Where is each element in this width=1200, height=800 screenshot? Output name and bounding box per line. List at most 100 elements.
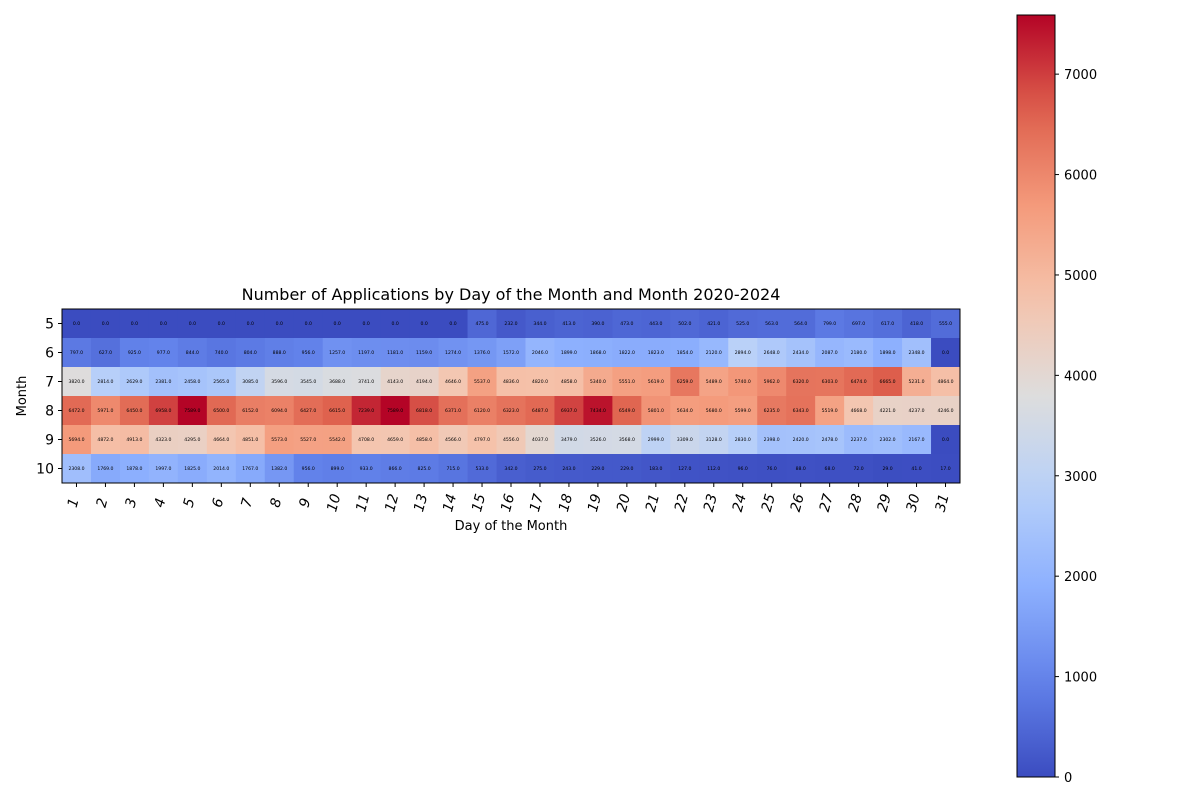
cell-value-label: 804.0 [244, 350, 257, 356]
cell-value-label: 3085.0 [242, 379, 258, 385]
cell-value-label: 5537.0 [474, 379, 490, 385]
heatmap-cell [670, 309, 700, 339]
cell-value-label: 4858.0 [561, 379, 577, 385]
x-tick-label: 14 [440, 492, 460, 513]
cell-value-label: 96.0 [738, 466, 748, 472]
heatmap-cell [62, 309, 92, 339]
heatmap-cell [409, 367, 439, 397]
cell-value-label: 6615.0 [329, 408, 345, 414]
cell-value-label: 0.0 [131, 321, 138, 327]
x-tick-label: 6 [210, 497, 228, 510]
cell-value-label: 956.0 [302, 466, 315, 472]
x-tick-label: 2 [94, 497, 112, 510]
cell-value-label: 799.0 [823, 321, 836, 327]
x-tick-label: 30 [904, 492, 924, 513]
cell-value-label: 2237.0 [851, 437, 867, 443]
cell-value-label: 3568.0 [619, 437, 635, 443]
heatmap-cell [380, 396, 411, 426]
heatmap-cell [90, 367, 121, 397]
heatmap-cell [902, 367, 932, 397]
cell-value-label: 2087.0 [822, 350, 838, 356]
heatmap-cell [670, 454, 700, 484]
cell-value-label: 6303.0 [822, 379, 838, 385]
cell-value-label: 0.0 [218, 321, 225, 327]
heatmap-cell [815, 367, 845, 397]
cell-value-label: 3479.0 [561, 437, 577, 443]
heatmap-cell [699, 367, 729, 397]
cell-value-label: 6450.0 [126, 408, 142, 414]
x-tick-label: 10 [324, 492, 344, 513]
cell-value-label: 1854.0 [677, 350, 693, 356]
cell-value-label: 866.0 [389, 466, 402, 472]
heatmap-cell [177, 338, 208, 368]
heatmap-cell [844, 454, 874, 484]
cell-value-label: 0.0 [363, 321, 370, 327]
heatmap-cell [786, 309, 816, 339]
heatmap-cell [322, 338, 353, 368]
cell-value-label: 6665.0 [880, 379, 896, 385]
heatmap-cell [62, 454, 92, 484]
y-axis-ticks: 5 6 7 8 9 10 [36, 317, 62, 478]
heatmap-cell [757, 396, 787, 426]
cell-value-label: 7239.0 [358, 408, 374, 414]
heatmap-cell [525, 425, 555, 455]
cell-value-label: 555.0 [939, 321, 952, 327]
cell-value-label: 2120.0 [706, 350, 722, 356]
cell-value-label: 72.0 [853, 466, 863, 472]
y-tick-label: 8 [45, 404, 54, 420]
heatmap-cell [177, 454, 208, 484]
x-tick-label: 5 [181, 497, 199, 510]
heatmap-cell [467, 425, 497, 455]
cell-value-label: 2648.0 [764, 350, 780, 356]
cell-value-label: 977.0 [157, 350, 170, 356]
cell-value-label: 715.0 [446, 466, 459, 472]
cell-value-label: 2420.0 [793, 437, 809, 443]
x-tick-label: 13 [411, 492, 431, 513]
cell-value-label: 229.0 [620, 466, 633, 472]
y-tick-label: 9 [45, 433, 54, 449]
cell-value-label: 112.0 [707, 466, 720, 472]
cell-value-label: 4864.0 [937, 379, 953, 385]
heatmap-cell [641, 338, 671, 368]
heatmap-cell [90, 396, 121, 426]
heatmap-cell [931, 338, 961, 368]
cell-value-label: 3596.0 [271, 379, 287, 385]
cell-value-label: 3741.0 [358, 379, 374, 385]
cell-value-label: 6094.0 [271, 408, 287, 414]
heatmap-cell [583, 454, 613, 484]
cell-value-label: 5599.0 [735, 408, 751, 414]
heatmap-cell [728, 396, 758, 426]
heatmap-cell [206, 367, 237, 397]
x-tick-label: 27 [817, 492, 837, 513]
heatmap-cell [467, 367, 497, 397]
colorbar [1016, 14, 1056, 778]
heatmap-cell [873, 396, 903, 426]
heatmap-cell [467, 396, 497, 426]
cell-value-label: 4295.0 [184, 437, 200, 443]
cell-value-label: 4836.0 [503, 379, 519, 385]
x-tick-label: 15 [469, 492, 489, 513]
heatmap-cell [525, 309, 555, 339]
cell-value-label: 7589.0 [184, 408, 200, 414]
heatmap-cell [844, 309, 874, 339]
heatmap-cell [467, 338, 497, 368]
heatmap-cell [815, 396, 845, 426]
cell-value-label: 6818.0 [416, 408, 432, 414]
cell-value-label: 0.0 [942, 350, 949, 356]
heatmap-cell [699, 309, 729, 339]
cell-value-label: 5680.0 [706, 408, 722, 414]
heatmap-cell [902, 425, 932, 455]
cell-value-label: 627.0 [99, 350, 112, 356]
heatmap-cell [554, 367, 584, 397]
heatmap-cell [293, 367, 324, 397]
cell-value-label: 443.0 [649, 321, 662, 327]
heatmap-cell [554, 454, 584, 484]
heatmap-cell [380, 425, 411, 455]
heatmap-cell [264, 309, 295, 339]
heatmap-cell [699, 425, 729, 455]
heatmap-cell [583, 396, 613, 426]
heatmap-cell [641, 367, 671, 397]
cell-value-label: 390.0 [591, 321, 604, 327]
heatmap-cell [380, 454, 411, 484]
cell-value-label: 4858.0 [416, 437, 432, 443]
